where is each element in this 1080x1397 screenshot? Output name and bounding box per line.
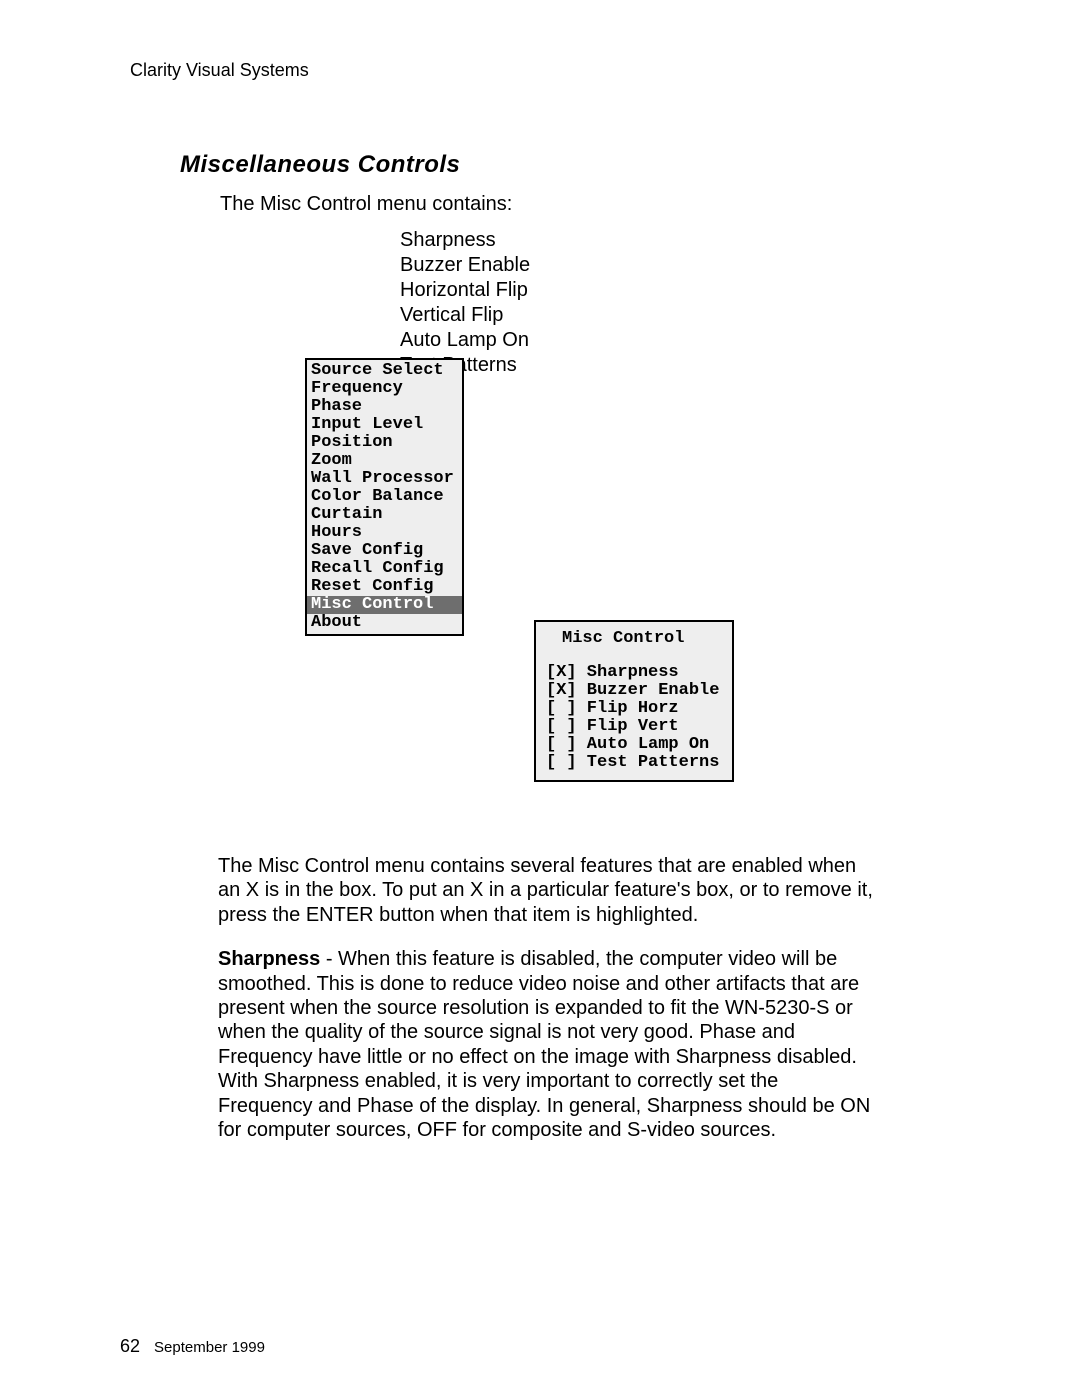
misc-option-buzzer-enable[interactable]: [X] Buzzer Enable [546,682,722,700]
main-osd-menu: Source Select Frequency Phase Input Leve… [305,358,464,636]
document-header: Clarity Visual Systems [130,60,980,81]
menu-item-position[interactable]: Position [307,434,462,452]
menu-item-phase[interactable]: Phase [307,398,462,416]
menu-item-color-balance[interactable]: Color Balance [307,488,462,506]
section-title: Miscellaneous Controls [180,151,980,179]
menu-item-zoom[interactable]: Zoom [307,452,462,470]
feature-item: Sharpness [400,228,980,253]
menu-item-curtain[interactable]: Curtain [307,506,462,524]
paragraph-1: The Misc Control menu contains several f… [218,854,878,927]
menu-item-misc-control[interactable]: Misc Control [307,596,462,614]
menu-item-frequency[interactable]: Frequency [307,380,462,398]
menu-item-save-config[interactable]: Save Config [307,542,462,560]
page: Clarity Visual Systems Miscellaneous Con… [0,0,1080,1397]
misc-option-sharpness[interactable]: [X] Sharpness [546,664,722,682]
sharpness-description: - When this feature is disabled, the com… [218,948,870,1141]
menu-item-wall-processor[interactable]: Wall Processor [307,470,462,488]
sharpness-label: Sharpness [218,948,320,970]
body-text: The Misc Control menu contains several f… [218,854,878,1162]
feature-item: Horizontal Flip [400,278,980,303]
menu-item-hours[interactable]: Hours [307,524,462,542]
feature-item: Vertical Flip [400,303,980,328]
menu-item-source-select[interactable]: Source Select [307,362,462,380]
page-footer: 62 September 1999 [120,1336,265,1357]
paragraph-2: Sharpness - When this feature is disable… [218,947,878,1142]
misc-option-flip-horz[interactable]: [ ] Flip Horz [546,700,722,718]
feature-item: Auto Lamp On [400,328,980,353]
misc-option-test-patterns[interactable]: [ ] Test Patterns [546,754,722,772]
misc-control-menu: Misc Control [X] Sharpness [X] Buzzer En… [534,620,734,782]
feature-item: Buzzer Enable [400,253,980,278]
feature-list: Sharpness Buzzer Enable Horizontal Flip … [400,228,980,378]
misc-option-flip-vert[interactable]: [ ] Flip Vert [546,718,722,736]
menu-item-reset-config[interactable]: Reset Config [307,578,462,596]
menu-item-input-level[interactable]: Input Level [307,416,462,434]
intro-text: The Misc Control menu contains: [220,193,980,216]
misc-option-auto-lamp-on[interactable]: [ ] Auto Lamp On [546,736,722,754]
page-number: 62 [120,1336,140,1356]
menu-item-about[interactable]: About [307,614,462,632]
feature-item: Test Patterns [400,353,980,378]
misc-menu-title: Misc Control [546,630,722,648]
footer-date: September 1999 [154,1339,265,1356]
menu-item-recall-config[interactable]: Recall Config [307,560,462,578]
